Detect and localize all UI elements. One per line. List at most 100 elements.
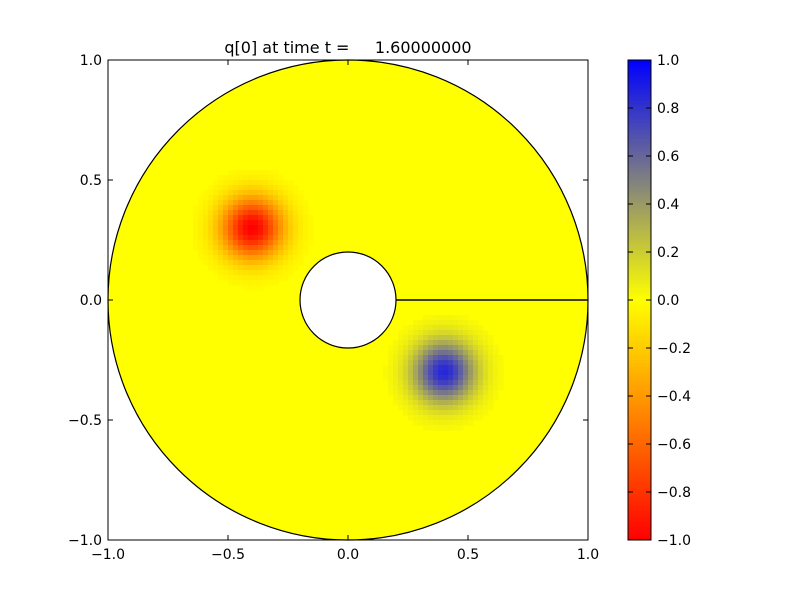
heat-cell <box>263 275 269 281</box>
heat-cell <box>273 270 279 276</box>
heat-cell <box>303 210 309 216</box>
heat-cell <box>498 360 504 366</box>
heat-cell <box>253 220 259 226</box>
heat-cell <box>388 375 394 381</box>
heat-cell <box>248 255 254 261</box>
heat-cell <box>433 425 439 431</box>
colorbar-band <box>628 381 651 385</box>
heat-cell <box>453 365 459 371</box>
heat-cell <box>283 195 289 201</box>
colorbar-band <box>628 369 651 373</box>
heat-cell <box>213 255 219 261</box>
heat-cell <box>248 215 254 221</box>
heat-cell <box>438 415 444 421</box>
heat-cell <box>438 385 444 391</box>
heat-cell <box>448 315 454 321</box>
heat-cell <box>388 345 394 351</box>
heat-cell <box>243 255 249 261</box>
heat-cell <box>238 220 244 226</box>
colorbar-band <box>628 391 651 395</box>
heat-cell <box>268 200 274 206</box>
heat-cell <box>193 235 199 241</box>
heat-cell <box>258 205 264 211</box>
colorbar-band <box>628 228 651 231</box>
heat-cell <box>413 330 419 336</box>
heat-cell <box>278 225 284 231</box>
heat-cell <box>218 190 224 196</box>
heat-cell <box>448 370 454 376</box>
heat-cell <box>243 265 249 271</box>
heat-cell <box>433 375 439 381</box>
heat-cell <box>483 355 489 361</box>
heat-cell <box>433 345 439 351</box>
heat-cell <box>208 250 214 256</box>
heat-cell <box>443 425 449 431</box>
heat-cell <box>203 230 209 236</box>
heat-cell <box>403 360 409 366</box>
heat-cell <box>453 370 459 376</box>
heat-cell <box>393 345 399 351</box>
heat-cell <box>258 270 264 276</box>
heat-cell <box>228 235 234 241</box>
heat-cell <box>208 245 214 251</box>
heat-cell <box>193 215 199 221</box>
heat-cell <box>293 250 299 256</box>
colorbar-ticks: 1.0 0.8 0.6 0.4 0.2 0.0 −0.2 −0.4 −0.6 −0.8 −1.0 <box>628 53 691 549</box>
heat-cell <box>238 205 244 211</box>
heat-cell <box>228 230 234 236</box>
heat-cell <box>238 195 244 201</box>
colorbar-band <box>628 432 651 435</box>
heat-cell <box>228 245 234 251</box>
heat-cell <box>253 170 259 176</box>
heat-cell <box>448 360 454 366</box>
heat-cell <box>478 345 484 351</box>
heat-cell <box>208 240 214 246</box>
heat-cell <box>478 400 484 406</box>
heat-cell <box>468 335 474 341</box>
heat-cell <box>238 185 244 191</box>
heat-cell <box>388 360 394 366</box>
heat-cell <box>273 280 279 286</box>
heat-cell <box>408 360 414 366</box>
colorbar-band <box>628 177 651 181</box>
heat-cell <box>498 375 504 381</box>
heat-cell <box>268 210 274 216</box>
colorbar-band <box>628 132 651 135</box>
heat-cell <box>398 405 404 411</box>
heat-cell <box>253 200 259 206</box>
colorbar-band <box>628 148 651 152</box>
heat-cell <box>428 400 434 406</box>
heat-cell <box>463 330 469 336</box>
heat-cell <box>228 225 234 231</box>
heat-cell <box>458 420 464 426</box>
heat-cell <box>213 185 219 191</box>
colorbar-band <box>628 422 651 426</box>
heat-cell <box>298 225 304 231</box>
colorbar-band <box>628 192 651 195</box>
heat-cell <box>198 255 204 261</box>
colorbar-tick-label: 0.8 <box>657 101 679 117</box>
heat-cell <box>263 220 269 226</box>
heat-cell <box>428 340 434 346</box>
heat-cell <box>263 250 269 256</box>
heat-cell <box>233 210 239 216</box>
heat-cell <box>283 245 289 251</box>
heat-cell <box>488 340 494 346</box>
heat-cell <box>468 355 474 361</box>
heat-cell <box>463 335 469 341</box>
heat-cell <box>258 285 264 291</box>
heat-cell <box>268 240 274 246</box>
heat-cell <box>268 250 274 256</box>
colorbar-band <box>628 343 651 347</box>
heat-cell <box>293 225 299 231</box>
colorbar-band <box>628 410 651 414</box>
heat-cell <box>403 380 409 386</box>
heat-cell <box>413 380 419 386</box>
heat-cell <box>418 365 424 371</box>
heat-cell <box>388 385 394 391</box>
heat-cell <box>193 220 199 226</box>
colorbar-band <box>628 456 651 459</box>
heat-cell <box>448 340 454 346</box>
heat-cell <box>438 425 444 431</box>
heat-cell <box>408 380 414 386</box>
